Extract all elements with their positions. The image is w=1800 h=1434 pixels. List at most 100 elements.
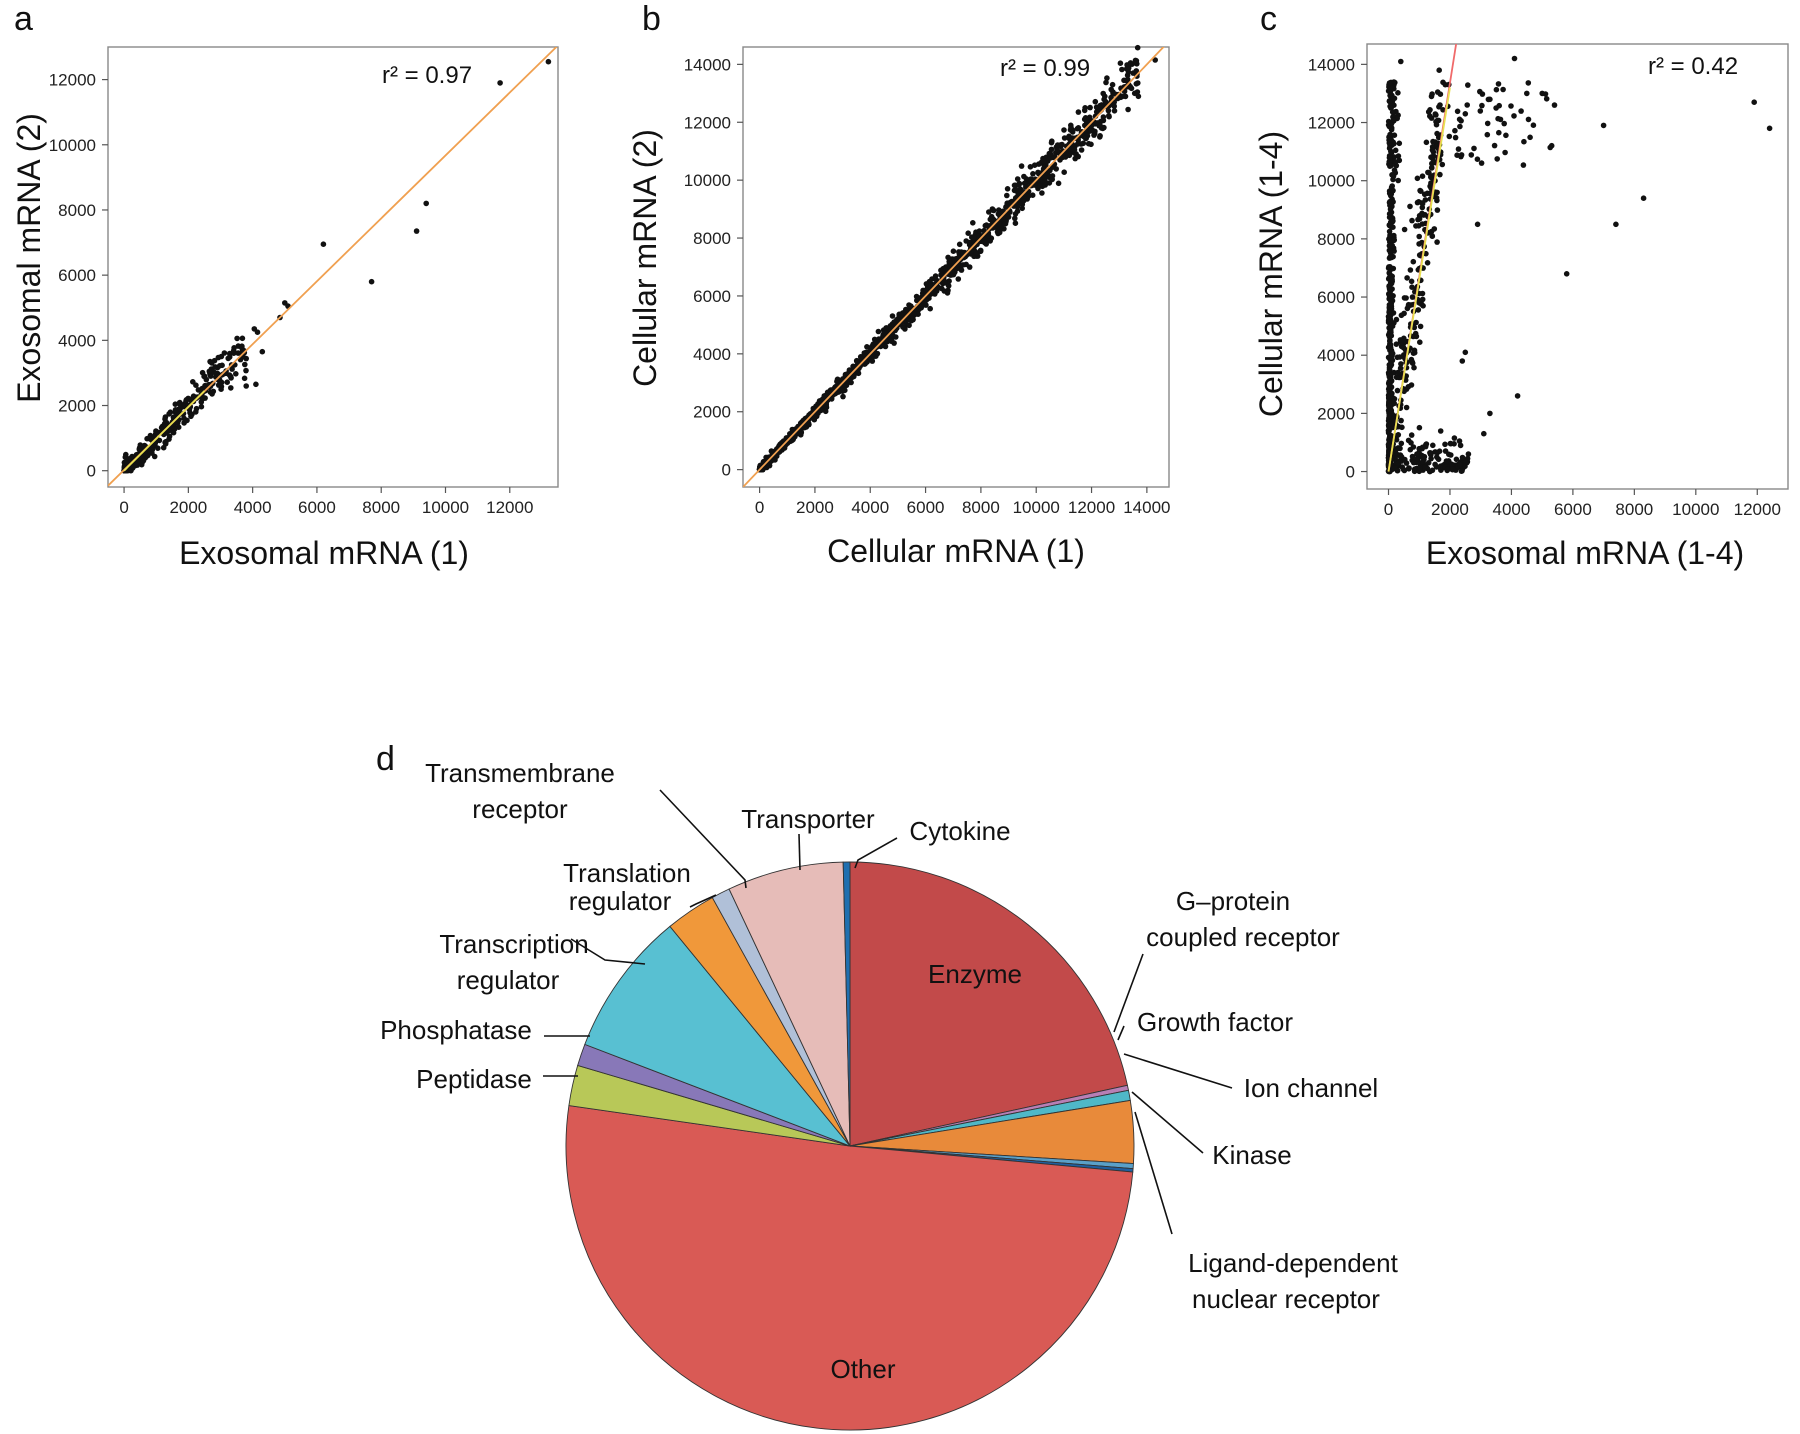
scatter-point-b-164 — [1004, 186, 1011, 192]
scatter-point-b-1390 — [1060, 150, 1067, 156]
scatter-point-b-779 — [1054, 146, 1060, 153]
scatter-point-c-783 — [1409, 453, 1416, 460]
scatter-point-c-635 — [1400, 344, 1407, 351]
scatter-point-c-527 — [1414, 199, 1421, 206]
scatter-point-b-1136 — [941, 279, 948, 285]
y-tick-label-b-1: 2000 — [693, 403, 731, 422]
scatter-point-a-343 — [413, 228, 420, 234]
scatter-points-a — [121, 58, 552, 474]
x-tick-label-b-5: 10000 — [1013, 498, 1060, 517]
scatter-point-a-340 — [545, 58, 552, 65]
scatter-point-b-793 — [958, 267, 965, 273]
panel-label-c: c — [1260, 0, 1277, 38]
scatter-point-b-959 — [1091, 132, 1097, 138]
scatter-point-c-515 — [1419, 296, 1426, 303]
plot-frame-c — [1366, 43, 1789, 490]
scatter-point-a-288 — [177, 405, 183, 412]
y-tick-label-a-1: 2000 — [58, 397, 96, 416]
scatter-point-c-380 — [1386, 316, 1392, 323]
scatter-point-c-850 — [1508, 103, 1514, 109]
scatter-point-c-613 — [1401, 295, 1408, 301]
scatter-point-c-839 — [1456, 461, 1463, 468]
pie-label-enzyme: Enzyme — [928, 959, 1022, 989]
leader-ion — [1123, 1053, 1233, 1089]
y-tick-label-c-0: 0 — [1346, 463, 1355, 482]
scatter-point-c-363 — [1389, 323, 1396, 330]
scatter-point-c-633 — [1395, 369, 1401, 376]
r-squared-b: r² = 0.99 — [1000, 55, 1090, 82]
scatter-point-b-900 — [1027, 164, 1034, 170]
scatter-point-b-1191 — [976, 228, 983, 234]
pie-slices — [565, 861, 1135, 1431]
leader-transmembrane — [659, 789, 747, 889]
pie-label-transcription-1: Transcription — [439, 929, 588, 959]
scatter-point-c-759 — [1423, 441, 1430, 447]
y-ticks-a: 0 2000 4000 6000 8000 10000 12000 — [49, 71, 108, 481]
scatter-point-c-898 — [1446, 133, 1453, 140]
scatter-point-c-630 — [1417, 187, 1423, 194]
scatter-point-c-563 — [1403, 404, 1410, 411]
scatter-point-b-614 — [977, 248, 984, 255]
y-axis-label-b: Cellular mRNA (2) — [627, 129, 663, 387]
scatter-point-c-399 — [1388, 148, 1394, 155]
scatter-point-c-411 — [1386, 334, 1393, 340]
scatter-point-b-1138 — [927, 282, 934, 288]
pie-label-transporter: Transporter — [741, 804, 875, 834]
scatter-point-c-778 — [1408, 432, 1415, 438]
y-tick-label-a-2: 4000 — [58, 331, 96, 350]
scatter-point-b-710 — [1048, 139, 1055, 146]
scatter-point-c-175 — [1389, 109, 1396, 115]
scatter-point-b-983 — [970, 220, 976, 226]
scatter-point-b-1100 — [1100, 114, 1107, 120]
scatter-point-b-1132 — [1008, 199, 1014, 206]
scatter-point-c-826 — [1451, 435, 1458, 441]
scatter-point-b-1358 — [1031, 162, 1038, 168]
scatter-point-b-404 — [1100, 90, 1106, 97]
scatter-point-b-968 — [874, 350, 881, 357]
scatter-point-c-835 — [1416, 424, 1423, 431]
scatter-point-c-791 — [1459, 468, 1465, 474]
scatter-point-b-1266 — [1108, 86, 1114, 93]
scatter-point-c-844 — [1410, 459, 1417, 466]
scatter-point-c-848 — [1417, 465, 1423, 472]
scatter-point-c-857 — [1502, 149, 1508, 156]
scatter-point-c-860 — [1484, 120, 1491, 127]
scatter-point-c-640 — [1387, 421, 1394, 428]
y-tick-label-b-5: 10000 — [684, 171, 731, 190]
scatter-point-c-885 — [1439, 161, 1446, 168]
scatter-point-a-329 — [188, 396, 194, 403]
scatter-point-c-879 — [1464, 102, 1470, 108]
scatter-point-b-1065 — [1097, 102, 1104, 109]
scatter-panel-c: c 0 2000 4000 6000 8000 10000 12000 0 2000 4000 6… — [1253, 0, 1789, 571]
scatter-point-b-1297 — [839, 388, 846, 395]
pie-slice-other — [565, 1105, 1134, 1431]
scatter-point-c-675 — [1415, 216, 1421, 223]
scatter-point-b-132 — [950, 248, 957, 254]
scatter-point-c-842 — [1391, 465, 1398, 471]
scatter-point-b-910 — [875, 328, 882, 335]
scatter-point-c-421 — [1407, 267, 1414, 273]
scatter-point-b-1196 — [1098, 118, 1104, 125]
scatter-point-a-227 — [228, 385, 234, 391]
scatter-point-c-847 — [1414, 451, 1420, 457]
scatter-point-c-840 — [1448, 452, 1454, 458]
scatter-point-c-745 — [1453, 456, 1460, 463]
scatter-point-a-309 — [211, 369, 217, 376]
scatter-point-c-393 — [1387, 192, 1394, 199]
scatter-point-b-1326 — [919, 303, 925, 309]
scatter-point-c-813 — [1408, 440, 1414, 446]
scatter-point-b-1370 — [1071, 146, 1078, 153]
scatter-point-c-859 — [1503, 132, 1509, 139]
scatter-point-c-698 — [1394, 432, 1400, 439]
scatter-point-c-250 — [1396, 140, 1403, 147]
scatter-point-c-353 — [1390, 117, 1397, 123]
scatter-point-b-995 — [854, 358, 860, 365]
y-tick-label-a-0: 0 — [87, 462, 96, 481]
scatter-point-b-728 — [938, 285, 945, 292]
pie-label-phosphatase: Phosphatase — [380, 1015, 532, 1045]
y-tick-label-a-3: 6000 — [58, 266, 96, 285]
scatter-point-c-855 — [1479, 102, 1485, 109]
scatter-point-b-1212 — [1097, 122, 1103, 129]
scatter-point-b-1356 — [864, 359, 870, 365]
